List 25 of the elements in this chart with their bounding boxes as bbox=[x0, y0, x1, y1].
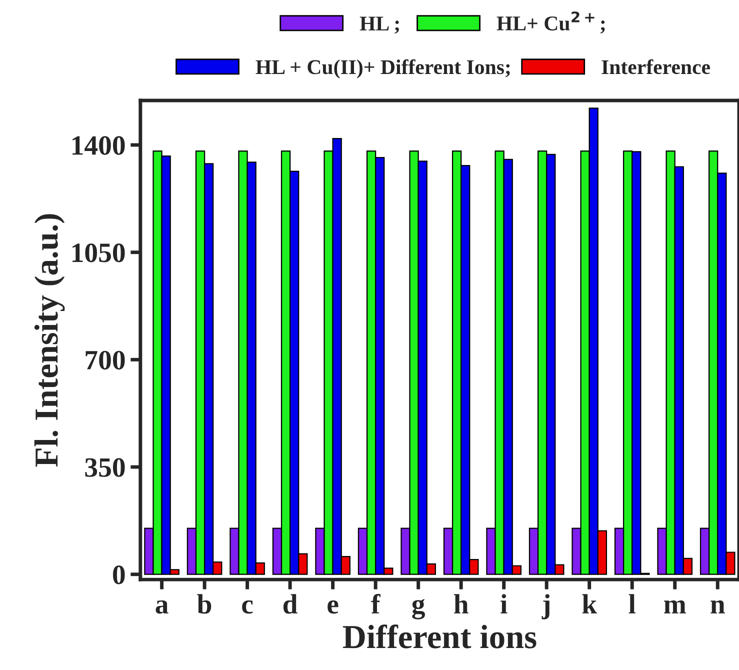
x-tick-label: j bbox=[542, 594, 550, 620]
x-tick-label: l bbox=[628, 594, 636, 614]
x-tick-label: a bbox=[156, 600, 168, 614]
y-tick-label: 700 bbox=[86, 350, 125, 370]
x-tick-label: g bbox=[412, 598, 425, 620]
x-tick-label: e bbox=[328, 600, 338, 614]
legend-label: HL + Cu(II)+ Different Ions; bbox=[256, 59, 510, 78]
x-axis-title: Different ions bbox=[342, 624, 536, 648]
legend-label: HL+ Cu$^{2+}$; bbox=[496, 11, 605, 34]
x-tick-label: n bbox=[710, 600, 725, 614]
x-tick-label: c bbox=[242, 600, 253, 614]
x-tick-label: i bbox=[500, 594, 508, 614]
x-tick-label: d bbox=[283, 594, 298, 614]
x-tick-label: m bbox=[664, 600, 686, 614]
x-tick-label: b bbox=[197, 594, 212, 614]
y-axis-title: Fl. Intensity (a.u.) bbox=[34, 214, 65, 467]
y-tick-label: 1050 bbox=[72, 243, 125, 262]
legend-label: Interference bbox=[602, 59, 710, 74]
y-tick-label: 1400 bbox=[72, 136, 125, 155]
x-tick-label: f bbox=[371, 594, 380, 614]
legend-label: HL ; bbox=[360, 16, 399, 34]
y-tick-label: 0 bbox=[112, 566, 125, 584]
x-tick-label: k bbox=[582, 594, 598, 614]
y-tick-label: 350 bbox=[85, 458, 125, 477]
x-tick-label: h bbox=[454, 594, 468, 614]
